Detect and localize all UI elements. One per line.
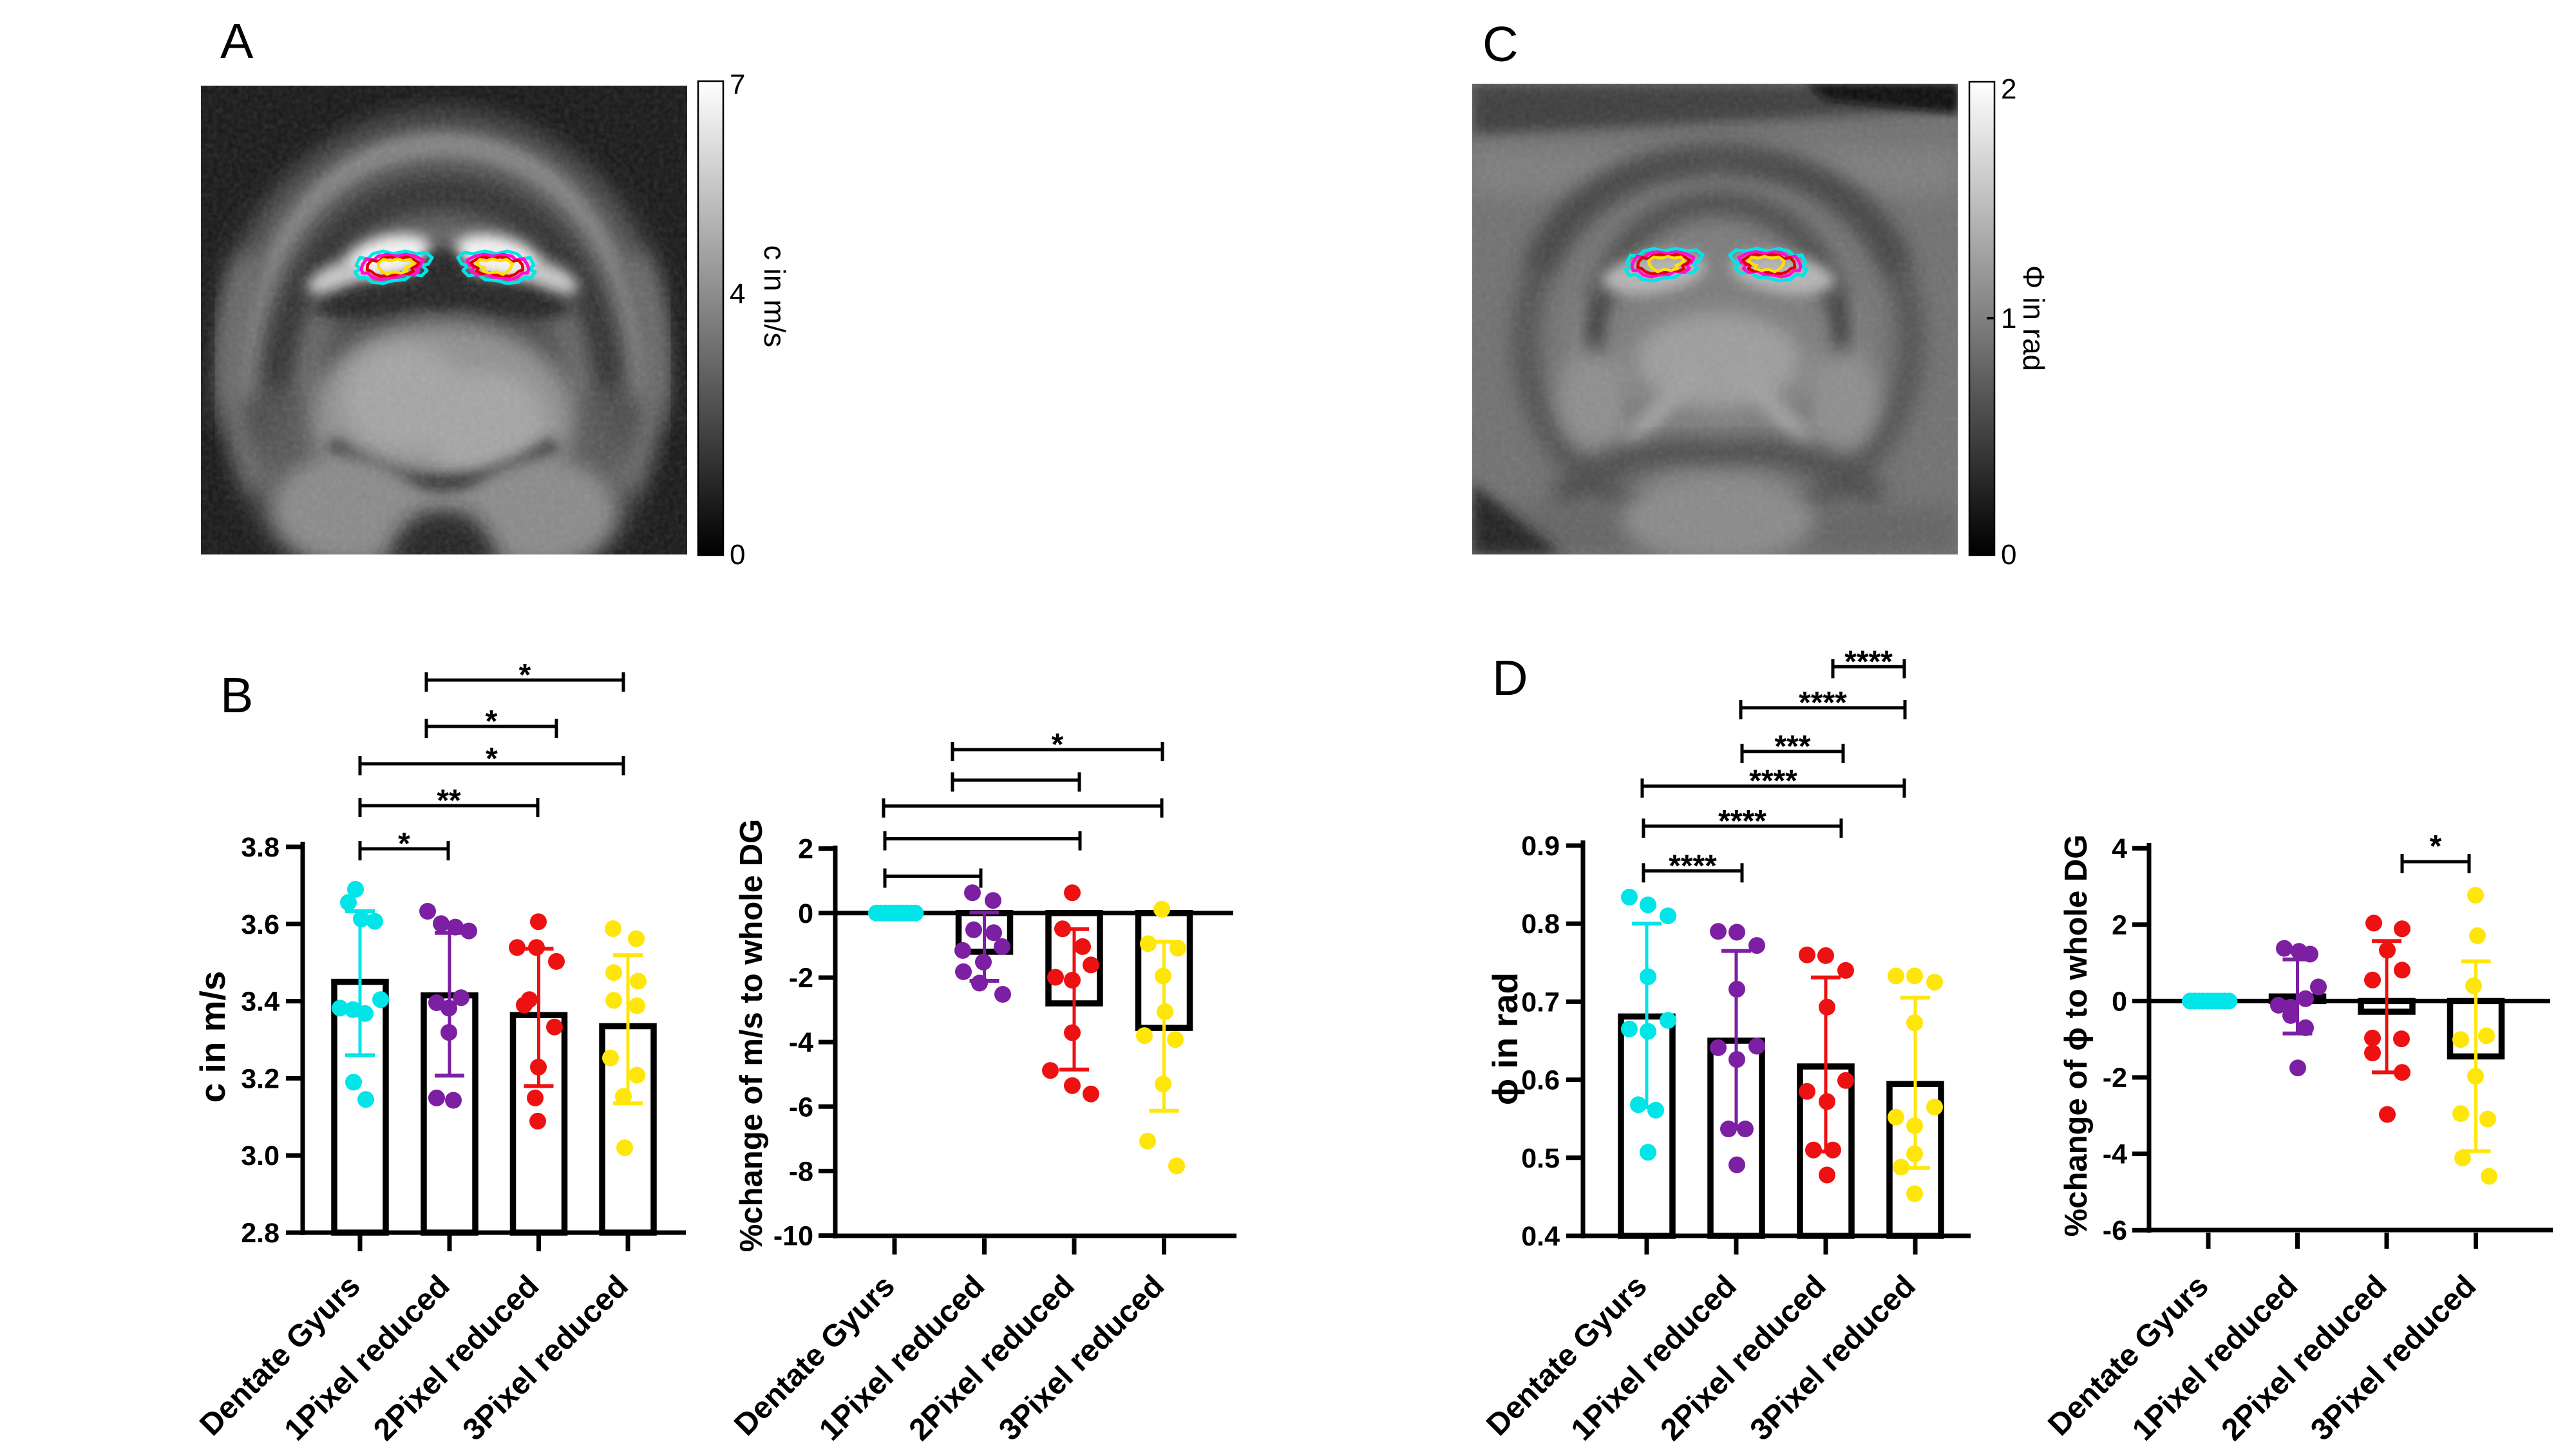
svg-text:A: A xyxy=(220,14,254,69)
svg-text:Φ in rad: Φ in rad xyxy=(2017,265,2050,372)
svg-text:2: 2 xyxy=(798,834,813,865)
svg-text:0: 0 xyxy=(798,898,813,929)
svg-text:1: 1 xyxy=(2001,303,2016,334)
svg-text:*: * xyxy=(519,658,531,692)
svg-text:-2: -2 xyxy=(789,963,813,994)
svg-text:0.4: 0.4 xyxy=(1521,1221,1560,1252)
svg-text:-6: -6 xyxy=(789,1092,813,1122)
svg-text:3.8: 3.8 xyxy=(241,832,279,863)
svg-text:*: * xyxy=(398,827,410,861)
svg-text:0: 0 xyxy=(730,539,745,571)
svg-text:0: 0 xyxy=(2112,986,2127,1017)
svg-text:*: * xyxy=(1052,728,1064,762)
svg-text:2: 2 xyxy=(2112,910,2127,941)
svg-text:0.9: 0.9 xyxy=(1521,831,1560,862)
svg-text:-8: -8 xyxy=(789,1156,813,1187)
svg-text:*: * xyxy=(486,705,498,739)
svg-text:-2: -2 xyxy=(2103,1063,2127,1094)
svg-text:0.7: 0.7 xyxy=(1521,987,1560,1018)
svg-text:-4: -4 xyxy=(2103,1139,2127,1170)
svg-text:3.4: 3.4 xyxy=(241,987,279,1018)
svg-text:C: C xyxy=(1482,17,1519,72)
svg-text:2: 2 xyxy=(2001,73,2016,105)
svg-text:c in m/s: c in m/s xyxy=(758,245,791,347)
svg-text:0: 0 xyxy=(2001,539,2016,571)
svg-text:3.2: 3.2 xyxy=(241,1063,279,1094)
svg-text:B: B xyxy=(220,668,253,723)
svg-text:****: **** xyxy=(1799,686,1847,720)
svg-text:0.6: 0.6 xyxy=(1521,1065,1560,1096)
svg-text:***: *** xyxy=(1774,730,1810,764)
svg-text:3.6: 3.6 xyxy=(241,909,279,940)
svg-text:ϕ in rad: ϕ in rad xyxy=(1485,972,1525,1105)
svg-text:4: 4 xyxy=(730,278,745,310)
svg-text:7: 7 xyxy=(730,69,745,100)
svg-text:****: **** xyxy=(1718,804,1766,838)
svg-text:%change of m/s to whole DG: %change of m/s to whole DG xyxy=(734,819,769,1252)
svg-text:-10: -10 xyxy=(773,1221,813,1252)
svg-text:c in m/s: c in m/s xyxy=(193,971,232,1103)
svg-text:2.8: 2.8 xyxy=(241,1218,279,1249)
svg-text:-6: -6 xyxy=(2103,1215,2127,1246)
svg-text:*: * xyxy=(2430,829,2442,864)
svg-text:D: D xyxy=(1492,650,1528,706)
svg-text:-4: -4 xyxy=(789,1027,813,1058)
svg-text:3.0: 3.0 xyxy=(241,1141,279,1171)
svg-text:****: **** xyxy=(1749,764,1797,799)
svg-text:0.8: 0.8 xyxy=(1521,909,1560,940)
svg-text:**: ** xyxy=(437,784,461,818)
svg-text:%change of ϕ to whole DG: %change of ϕ to whole DG xyxy=(2059,835,2094,1237)
svg-text:****: **** xyxy=(1844,645,1893,679)
svg-text:0.5: 0.5 xyxy=(1521,1143,1560,1174)
svg-text:*: * xyxy=(486,742,498,776)
svg-text:****: **** xyxy=(1669,849,1717,883)
svg-text:4: 4 xyxy=(2112,833,2127,864)
